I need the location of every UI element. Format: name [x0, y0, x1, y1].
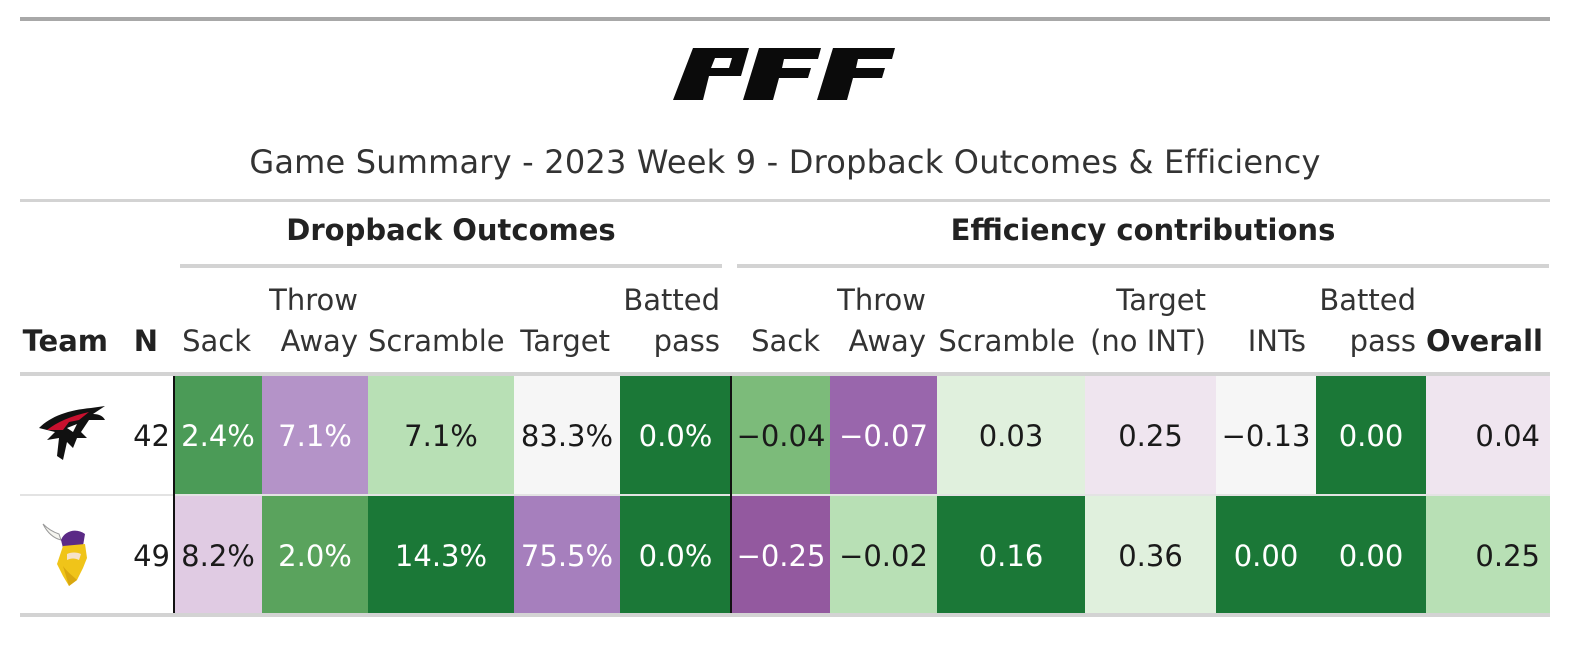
row-n: 49	[133, 538, 170, 573]
column-divider	[730, 376, 732, 613]
cell-eff-target-no-int: 0.25	[1085, 376, 1216, 495]
col-header-eff-sack: Sack	[751, 324, 820, 358]
col-header-eff-throw-away: Throw Away	[837, 283, 926, 358]
title-rule	[20, 199, 1550, 202]
cell-eff-sack: −0.25	[732, 496, 830, 615]
cell-eff-batted-pass: 0.00	[1316, 496, 1426, 615]
cell-eff-batted-pass: 0.00	[1316, 376, 1426, 495]
cell-eff-ints: 0.00	[1216, 496, 1316, 615]
cell-outcome-throw-away: 7.1%	[262, 376, 368, 495]
table-row: 42 2.4% 7.1% 7.1% 83.3% 0.0% −0.04 −0.07…	[20, 376, 1550, 495]
header-rule	[20, 372, 1550, 376]
cell-eff-overall: 0.04	[1426, 376, 1550, 495]
falcons-logo-icon	[39, 406, 105, 460]
col-header-eff-scramble: Scramble	[938, 324, 1075, 358]
cell-outcome-scramble: 14.3%	[368, 496, 514, 615]
row-n: 42	[133, 418, 170, 453]
bottom-rule	[20, 613, 1550, 617]
col-header-eff-target-no-int: Target (no INT)	[1090, 283, 1206, 358]
col-header-outcome-batted-pass: Batted pass	[623, 283, 720, 358]
cell-outcome-sack: 2.4%	[174, 376, 262, 495]
col-header-eff-ints: INTs	[1247, 324, 1306, 358]
col-header-eff-batted-pass: Batted pass	[1319, 283, 1416, 358]
table-row: 49 8.2% 2.0% 14.3% 75.5% 0.0% −0.25 −0.0…	[20, 496, 1550, 615]
cell-outcome-target: 83.3%	[514, 376, 620, 495]
cell-eff-throw-away: −0.02	[830, 496, 937, 615]
row-separator	[20, 494, 1550, 496]
cell-eff-target-no-int: 0.36	[1085, 496, 1216, 615]
table-title: Game Summary - 2023 Week 9 - Dropback Ou…	[249, 143, 1321, 181]
spanner-rule-outcomes	[180, 264, 722, 268]
cell-outcome-sack: 8.2%	[174, 496, 262, 615]
spanner-efficiency-contributions: Efficiency contributions	[950, 213, 1336, 247]
pff-logo	[673, 48, 895, 100]
col-header-outcome-sack: Sack	[182, 324, 251, 358]
top-rule	[20, 17, 1550, 21]
cell-outcome-batted-pass: 0.0%	[620, 376, 731, 495]
col-header-outcome-scramble: Scramble	[368, 324, 505, 358]
cell-eff-overall: 0.25	[1426, 496, 1550, 615]
vikings-logo-icon	[42, 523, 87, 586]
cell-eff-throw-away: −0.07	[830, 376, 937, 495]
cell-eff-scramble: 0.03	[937, 376, 1085, 495]
cell-eff-ints: −0.13	[1216, 376, 1316, 495]
col-header-outcome-throw-away: Throw Away	[269, 283, 358, 358]
cell-outcome-target: 75.5%	[514, 496, 620, 615]
column-divider	[173, 376, 175, 613]
cell-outcome-scramble: 7.1%	[368, 376, 514, 495]
cell-outcome-batted-pass: 0.0%	[620, 496, 731, 615]
col-header-team: Team	[22, 324, 108, 358]
cell-eff-sack: −0.04	[732, 376, 830, 495]
spanner-rule-efficiency	[737, 264, 1549, 268]
cell-eff-scramble: 0.16	[937, 496, 1085, 615]
col-header-eff-overall: Overall	[1426, 324, 1543, 358]
cell-outcome-throw-away: 2.0%	[262, 496, 368, 615]
col-header-n: N	[133, 324, 158, 358]
col-header-outcome-target: Target	[520, 324, 610, 358]
spanner-dropback-outcomes: Dropback Outcomes	[286, 213, 616, 247]
